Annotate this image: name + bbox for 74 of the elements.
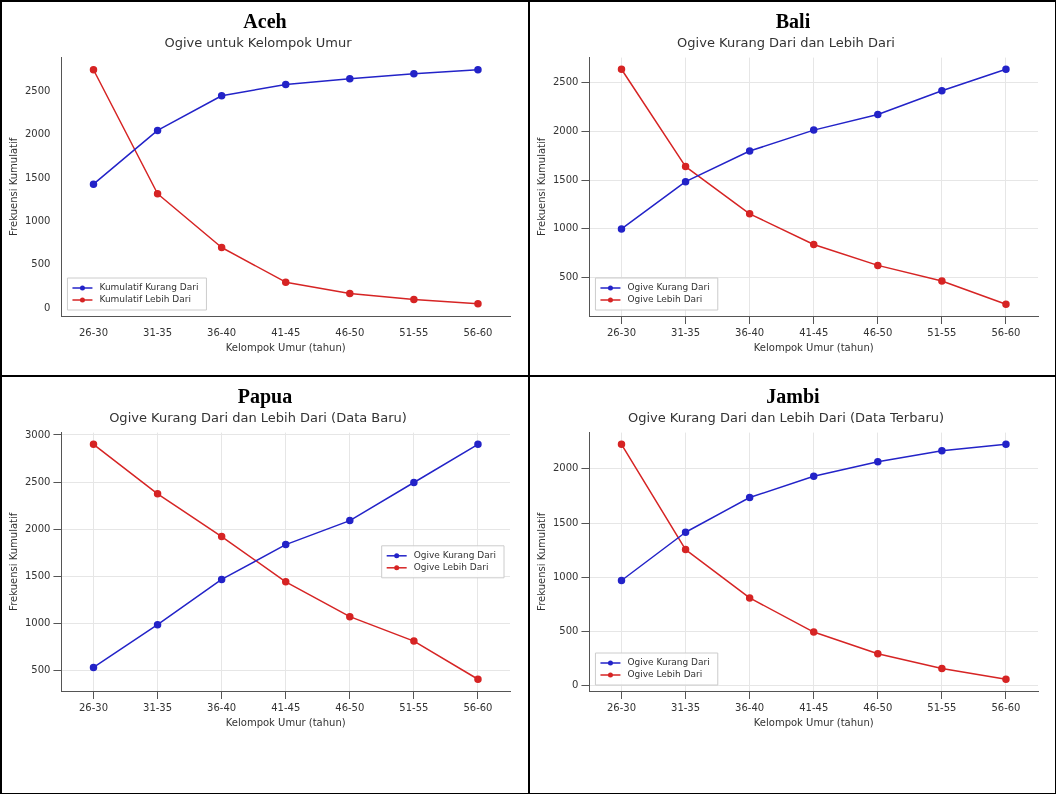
x-tick-label: 46-50 — [863, 701, 893, 713]
y-tick-label: 500 — [31, 663, 51, 675]
legend-label: Ogive Kurang Dari — [627, 282, 710, 293]
x-axis-title: Kelompok Umur (tahun) — [753, 716, 874, 728]
y-axis-title: Frekuensi Kumulatif — [7, 512, 19, 611]
y-tick-label: 1000 — [553, 570, 579, 582]
x-tick-label: 31-35 — [143, 701, 173, 713]
y-tick-label: 500 — [559, 271, 579, 283]
x-tick-label: 41-45 — [271, 701, 301, 713]
x-tick-label: 46-50 — [335, 326, 365, 338]
y-tick-label: 1000 — [25, 616, 51, 628]
y-tick-label: 500 — [31, 258, 51, 270]
y-tick-label: 1500 — [25, 569, 51, 581]
y-tick-label: 0 — [572, 679, 579, 691]
legend-label: Ogive Lebih Dari — [627, 294, 703, 305]
chart-subtitle: Ogive untuk Kelompok Umur — [164, 35, 353, 51]
x-axis-title: Kelompok Umur (tahun) — [753, 341, 874, 353]
x-tick-label: 56-60 — [991, 326, 1021, 338]
x-tick-label: 31-35 — [143, 326, 173, 338]
x-tick-label: 46-50 — [863, 326, 893, 338]
x-tick-label: 36-40 — [207, 326, 237, 338]
x-tick-label: 51-55 — [399, 701, 429, 713]
x-tick-label: 51-55 — [399, 326, 429, 338]
y-tick-label: 2500 — [25, 475, 51, 487]
legend-label: Ogive Lebih Dari — [413, 562, 489, 573]
x-axis-title: Kelompok Umur (tahun) — [225, 716, 346, 728]
y-tick-label: 2000 — [553, 125, 579, 137]
x-tick-label: 51-55 — [927, 326, 957, 338]
legend-label: Kumulatif Lebih Dari — [99, 294, 191, 305]
chart-title: Jambi — [765, 384, 821, 409]
x-tick-label: 41-45 — [799, 701, 829, 713]
x-tick-label: 26-30 — [78, 326, 109, 338]
x-tick-label: 26-30 — [78, 701, 109, 713]
y-tick-label: 2500 — [553, 76, 579, 88]
y-tick-label: 2000 — [553, 462, 579, 474]
x-tick-label: 36-40 — [735, 701, 765, 713]
x-tick-label: 41-45 — [799, 326, 829, 338]
y-tick-label: 1000 — [25, 215, 51, 227]
y-tick-label: 2000 — [25, 128, 51, 140]
y-tick-label: 1500 — [553, 173, 579, 185]
legend-label: Ogive Kurang Dari — [627, 657, 710, 668]
chart-subtitle: Ogive Kurang Dari dan Lebih Dari (Data Terbaru) — [627, 410, 945, 426]
y-axis-title: Frekuensi Kumulatif — [535, 137, 547, 236]
x-axis-title: Kelompok Umur (tahun) — [225, 341, 346, 353]
y-tick-label: 3000 — [25, 428, 51, 440]
y-tick-label: 1500 — [25, 171, 51, 183]
x-tick-label: 26-30 — [606, 701, 637, 713]
x-tick-label: 46-50 — [335, 701, 365, 713]
legend-label: Ogive Lebih Dari — [627, 669, 703, 680]
x-tick-label: 36-40 — [207, 701, 237, 713]
y-tick-label: 2500 — [25, 85, 51, 97]
y-tick-label: 2000 — [25, 522, 51, 534]
y-tick-label: 500 — [559, 625, 579, 637]
y-tick-label: 1000 — [553, 222, 579, 234]
x-tick-label: 56-60 — [463, 701, 493, 713]
chart-title: Aceh — [242, 9, 288, 34]
y-axis-title: Frekuensi Kumulatif — [7, 137, 19, 236]
x-tick-label: 26-30 — [606, 326, 637, 338]
legend-label: Kumulatif Kurang Dari — [99, 282, 199, 293]
y-tick-label: 0 — [44, 301, 51, 313]
chart-subtitle: Ogive Kurang Dari dan Lebih Dari (Data Baru) — [109, 410, 407, 426]
x-tick-label: 56-60 — [463, 326, 493, 338]
x-tick-label: 36-40 — [735, 326, 765, 338]
x-tick-label: 31-35 — [671, 326, 701, 338]
x-tick-label: 31-35 — [671, 701, 701, 713]
legend-label: Ogive Kurang Dari — [413, 550, 497, 561]
y-axis-title: Frekuensi Kumulatif — [535, 512, 547, 611]
x-tick-label: 51-55 — [927, 701, 957, 713]
x-tick-label: 41-45 — [271, 326, 301, 338]
chart-subtitle: Ogive Kurang Dari dan Lebih Dari — [677, 35, 895, 51]
x-tick-label: 56-60 — [991, 701, 1021, 713]
chart-title: Bali — [774, 9, 812, 34]
chart-title: Papua — [236, 384, 294, 409]
y-tick-label: 1500 — [553, 516, 579, 528]
